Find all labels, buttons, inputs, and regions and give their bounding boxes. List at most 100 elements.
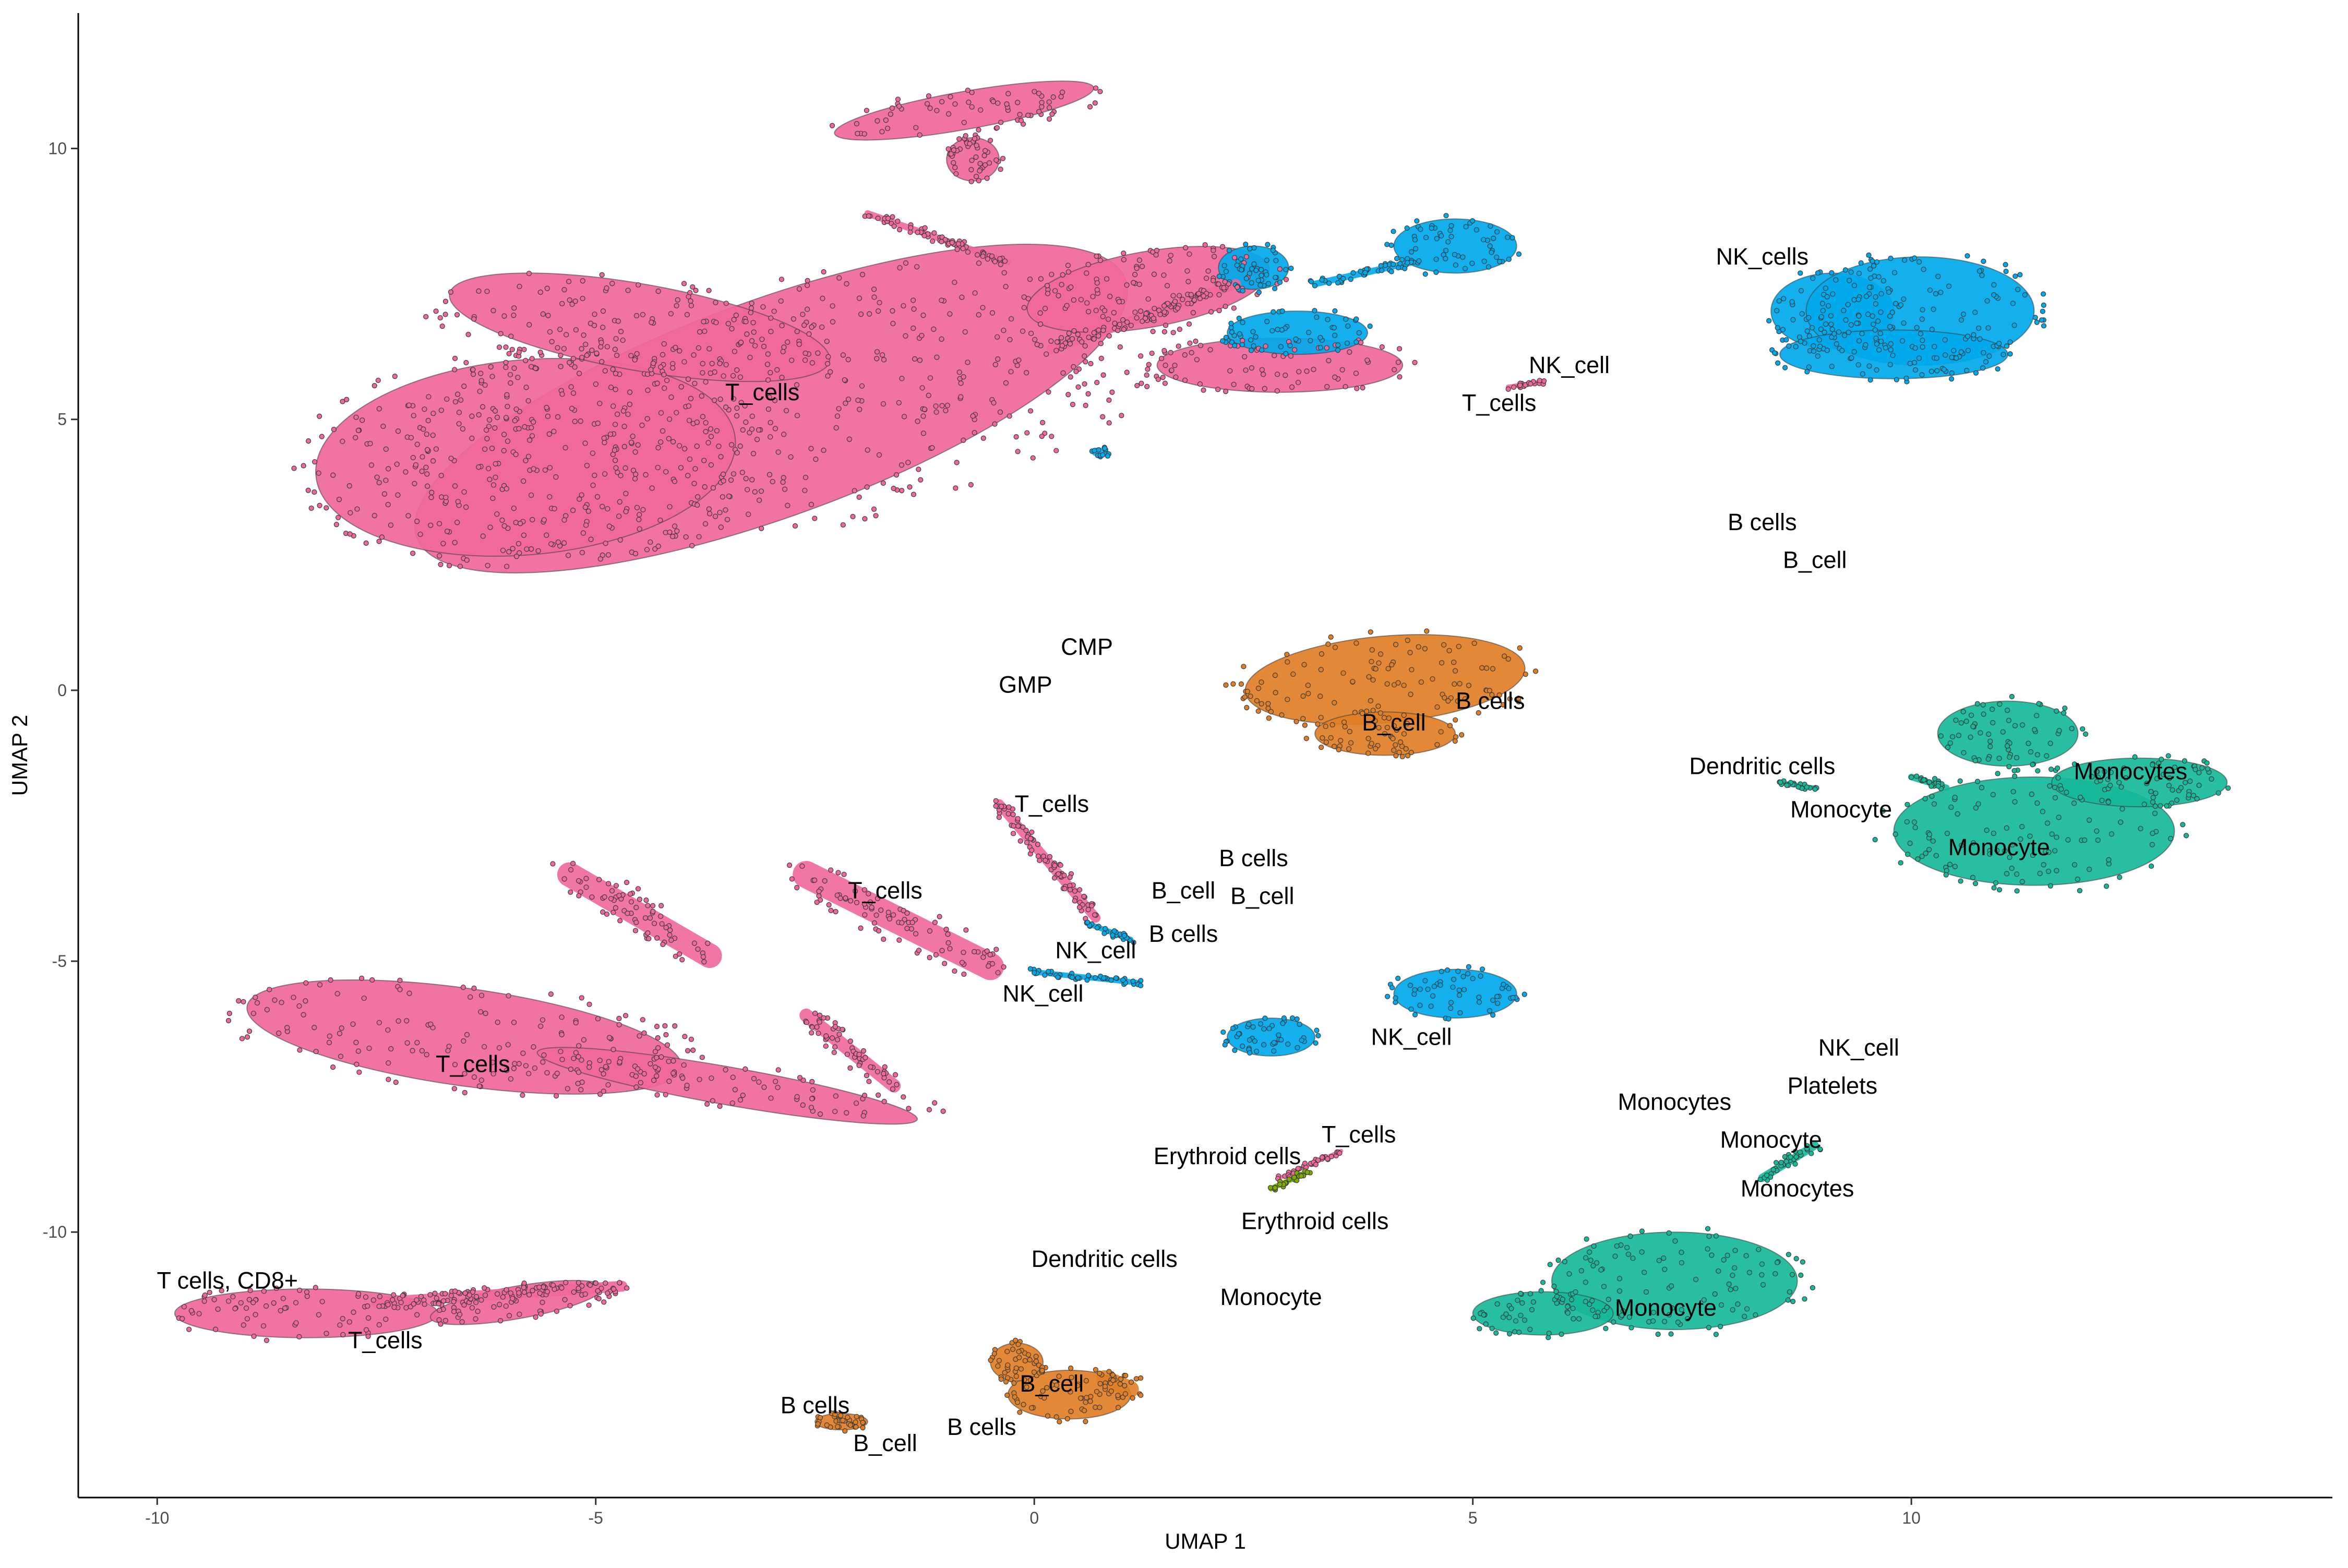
data-point [2225, 785, 2231, 791]
data-point [799, 863, 805, 869]
data-point [969, 104, 975, 110]
data-point [1990, 792, 1996, 797]
data-point [1025, 1352, 1032, 1358]
data-point [927, 375, 933, 381]
data-point [1025, 112, 1031, 118]
data-point [1453, 262, 1458, 268]
data-point [1115, 1405, 1121, 1410]
data-point [1249, 386, 1255, 392]
data-point [1255, 278, 1261, 283]
data-point [845, 357, 851, 363]
data-point [1211, 278, 1216, 283]
data-point [1973, 805, 1979, 811]
data-point [1015, 816, 1021, 822]
data-point [213, 1326, 219, 1332]
data-point [580, 530, 586, 536]
data-point [2187, 779, 2193, 784]
data-point [469, 1305, 475, 1311]
data-point [460, 426, 465, 432]
data-point [927, 928, 933, 934]
data-point [1547, 1262, 1553, 1267]
data-point [1553, 1288, 1559, 1295]
data-point [1963, 719, 1969, 724]
data-point [1786, 1252, 1791, 1258]
data-point [1773, 1159, 1779, 1166]
data-point [1481, 237, 1487, 243]
data-point [339, 1025, 344, 1031]
data-point [876, 928, 882, 934]
data-point [562, 1297, 568, 1302]
data-point [1332, 332, 1338, 338]
data-point [1266, 1026, 1272, 1032]
data-point [1067, 887, 1073, 893]
data-point [533, 365, 538, 371]
data-point [1948, 804, 1954, 810]
data-point [2028, 749, 2034, 755]
data-point [531, 419, 536, 425]
data-point [1067, 341, 1073, 346]
data-point [1730, 1272, 1735, 1278]
cluster-label: Monocyte [1790, 796, 1892, 822]
data-point [757, 497, 762, 503]
data-point [794, 1094, 800, 1099]
data-point [1018, 117, 1024, 124]
data-point [1266, 715, 1272, 721]
data-point [297, 1047, 303, 1053]
data-point [559, 301, 565, 307]
data-point [1092, 912, 1098, 918]
data-point [1970, 840, 1976, 846]
data-point [1576, 1316, 1582, 1322]
data-point [1134, 382, 1140, 389]
data-point [317, 413, 322, 419]
data-point [1228, 320, 1234, 326]
data-point [1075, 384, 1081, 390]
data-point [326, 1039, 332, 1046]
x-tick-label: 0 [1029, 1509, 1039, 1527]
cluster-label: Erythroid cells [1241, 1207, 1389, 1234]
data-point [1216, 308, 1222, 314]
data-point [1340, 276, 1346, 281]
data-point [890, 308, 895, 314]
data-point [1774, 308, 1780, 314]
data-point [995, 969, 1001, 976]
data-point [550, 861, 556, 867]
data-point [526, 270, 532, 277]
data-point [752, 489, 758, 495]
data-point [860, 1420, 866, 1426]
data-point [652, 1064, 658, 1070]
data-point [1578, 1268, 1584, 1274]
data-point [507, 372, 513, 378]
data-point [750, 320, 756, 326]
data-point [1846, 329, 1852, 335]
data-point [550, 1282, 556, 1288]
data-point [961, 437, 966, 443]
data-point [545, 413, 551, 419]
data-point [452, 1062, 458, 1068]
data-point [1035, 853, 1041, 859]
data-point [1151, 271, 1157, 277]
data-point [2118, 784, 2124, 790]
data-point [577, 496, 582, 502]
data-point [1709, 1252, 1715, 1258]
data-point [1376, 725, 1382, 731]
data-point [943, 926, 949, 932]
data-point [1880, 808, 1886, 814]
data-point [1448, 1000, 1454, 1006]
data-point [465, 331, 471, 338]
data-point [913, 931, 919, 937]
data-point [948, 151, 954, 157]
data-point [717, 1103, 723, 1109]
data-point [1907, 361, 1913, 366]
data-point [742, 403, 748, 409]
data-point [1093, 307, 1099, 314]
data-point [1554, 1294, 1560, 1299]
data-point [1077, 1395, 1084, 1401]
data-point [1997, 701, 2003, 707]
data-point [1460, 254, 1466, 260]
data-point [1084, 977, 1090, 983]
data-point [1960, 709, 1966, 714]
data-point [658, 1054, 664, 1060]
data-point [412, 481, 417, 486]
data-point [2006, 717, 2011, 723]
data-point [1277, 266, 1283, 272]
